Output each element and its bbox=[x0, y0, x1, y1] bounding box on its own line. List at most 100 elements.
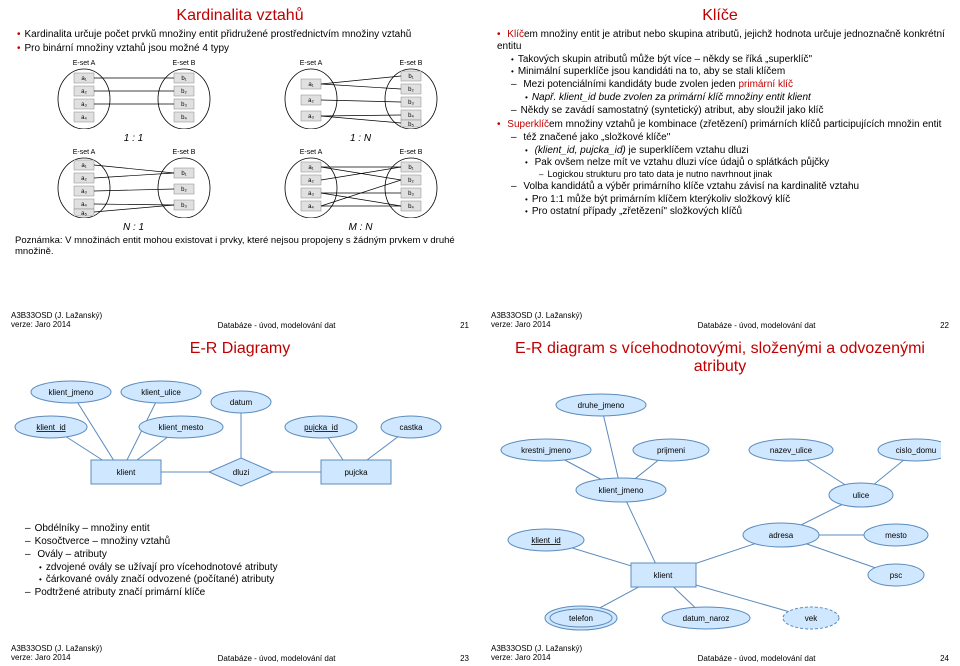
bullet: Superklíčem množiny vztahů je kombinace … bbox=[497, 119, 949, 217]
example: Pro 1:1 může být primárním klíčem kterýk… bbox=[525, 194, 949, 206]
svg-text:b₅: b₅ bbox=[408, 122, 414, 128]
sub-bullet: Někdy se zavádí samostatný (syntetický) … bbox=[511, 105, 949, 117]
slide-title: Kardinalita vztahů bbox=[11, 7, 469, 25]
svg-text:ulice: ulice bbox=[853, 491, 870, 500]
rel-1-1-diagram: E-set A E-set B a₁ bbox=[44, 57, 224, 129]
svg-text:a₂: a₂ bbox=[81, 176, 87, 182]
svg-text:b₄: b₄ bbox=[408, 204, 414, 210]
slide-24: E-R diagram s vícehodnotovými, složenými… bbox=[480, 333, 960, 666]
svg-text:klient: klient bbox=[117, 468, 136, 477]
legend-item: Kosočtverce – množiny vztahů bbox=[25, 536, 469, 548]
cardinality-diagrams: E-set A E-set B a₁ bbox=[25, 57, 469, 233]
bullet: Klíčem množiny entit je atribut nebo sku… bbox=[497, 29, 949, 117]
page-number: 23 bbox=[451, 654, 469, 663]
slide-22: Klíče Klíčem množiny entit je atribut ne… bbox=[480, 0, 960, 333]
er-diagram-extended: druhe_jmeno krestni_jmeno prijmeni nazev… bbox=[491, 380, 941, 640]
slide-title: E-R Diagramy bbox=[11, 340, 469, 358]
svg-text:b₂: b₂ bbox=[181, 187, 187, 193]
svg-text:klient_jmeno: klient_jmeno bbox=[599, 486, 644, 495]
svg-text:castka: castka bbox=[399, 423, 423, 432]
svg-text:b₄: b₄ bbox=[408, 113, 414, 119]
svg-text:b₃: b₃ bbox=[181, 102, 187, 108]
legend-item: Obdélníky – množiny entit bbox=[25, 523, 469, 535]
svg-text:klient_mesto: klient_mesto bbox=[159, 423, 204, 432]
example: Pak ovšem nelze mít ve vztahu dluzi více… bbox=[525, 157, 949, 179]
svg-text:adresa: adresa bbox=[769, 531, 794, 540]
svg-text:E-set B: E-set B bbox=[399, 60, 422, 67]
rel-1-n-diagram: E-set A E-set B a₁a₂a₃ b₁b₂b₃b₄b₅ bbox=[271, 57, 451, 129]
page-number: 21 bbox=[451, 321, 469, 330]
legend-item: Ovály – atributy zdvojené ovály se užíva… bbox=[25, 549, 469, 586]
slide-footer: A3B33OSD (J. Lažanský)verze: Jaro 2014 D… bbox=[11, 643, 469, 663]
svg-text:E-set A: E-set A bbox=[72, 149, 95, 156]
svg-text:datum_naroz: datum_naroz bbox=[683, 614, 730, 623]
svg-text:klient: klient bbox=[654, 571, 673, 580]
svg-text:b₄: b₄ bbox=[181, 115, 187, 121]
slide-23: E-R Diagramy bbox=[0, 333, 480, 666]
svg-text:E-set B: E-set B bbox=[399, 149, 422, 156]
svg-text:mesto: mesto bbox=[885, 531, 907, 540]
rel-label: 1 : 1 bbox=[25, 133, 242, 144]
svg-text:b₁: b₁ bbox=[181, 171, 186, 177]
svg-text:pujcka: pujcka bbox=[344, 468, 368, 477]
sub-bullet: Minimální superklíče jsou kandidáti na t… bbox=[511, 66, 949, 78]
example: (klient_id, pujcka_id) je superklíčem vz… bbox=[525, 145, 949, 157]
svg-text:a₁: a₁ bbox=[81, 163, 86, 169]
svg-text:a₅: a₅ bbox=[81, 211, 87, 217]
legend-item: Podtržené atributy značí primární klíče bbox=[25, 587, 469, 599]
slide-footer: A3B33OSD (J. Lažanský)verze: Jaro 2014 D… bbox=[491, 643, 949, 663]
svg-text:a₃: a₃ bbox=[81, 189, 87, 195]
svg-text:E-set A: E-set A bbox=[72, 60, 95, 67]
svg-text:datum: datum bbox=[230, 398, 253, 407]
page-number: 22 bbox=[931, 321, 949, 330]
svg-text:E-set A: E-set A bbox=[299, 149, 322, 156]
legend-sub: zdvojené ovály se užívají pro vícehodnot… bbox=[39, 562, 469, 574]
sub-bullet: Takových skupin atributů může být více –… bbox=[511, 54, 949, 66]
svg-text:a₂: a₂ bbox=[81, 89, 87, 95]
svg-text:b₂: b₂ bbox=[181, 89, 187, 95]
svg-text:E-set A: E-set A bbox=[299, 60, 322, 67]
svg-text:klient_jmeno: klient_jmeno bbox=[49, 388, 94, 397]
sub-bullet: Mezi potenciálními kandidáty bude zvolen… bbox=[511, 79, 949, 104]
rel-n-1-diagram: E-set A E-set B a₁ a₂ a₃ a₄ a₅ b₁ b₂ b₃ bbox=[44, 146, 224, 218]
svg-text:pujcka_id: pujcka_id bbox=[304, 423, 338, 432]
svg-text:psc: psc bbox=[890, 571, 902, 580]
sub-bullet: Volba kandidátů a výběr primárního klíče… bbox=[511, 181, 949, 218]
page-number: 24 bbox=[931, 654, 949, 663]
svg-text:krestni_jmeno: krestni_jmeno bbox=[521, 446, 571, 455]
svg-text:cislo_domu: cislo_domu bbox=[896, 446, 936, 455]
svg-text:klient_id: klient_id bbox=[531, 536, 560, 545]
slide-footer: A3B33OSD (J. Lažanský)verze: Jaro 2014 D… bbox=[491, 310, 949, 330]
rel-m-n-diagram: E-set A E-set B a₁a₂a₃a₄ b₁b₂b₃b₄ bbox=[271, 146, 451, 218]
note: Poznámka: V množinách entit mohou existo… bbox=[11, 235, 469, 257]
rel-label: 1 : N bbox=[252, 133, 469, 144]
slide-21: Kardinalita vztahů Kardinalita určuje po… bbox=[0, 0, 480, 333]
svg-text:vek: vek bbox=[805, 614, 818, 623]
svg-text:klient_id: klient_id bbox=[36, 423, 65, 432]
svg-text:a₃: a₃ bbox=[81, 102, 87, 108]
svg-text:b₂: b₂ bbox=[408, 178, 414, 184]
svg-text:a₄: a₄ bbox=[81, 115, 87, 121]
svg-text:b₁: b₁ bbox=[408, 74, 413, 80]
rel-label: M : N bbox=[252, 222, 469, 233]
svg-text:druhe_jmeno: druhe_jmeno bbox=[578, 401, 625, 410]
example: Např. klient_id bude zvolen za primární … bbox=[525, 92, 949, 104]
svg-text:a₃: a₃ bbox=[308, 191, 314, 197]
slide-title: E-R diagram s vícehodnotovými, složenými… bbox=[491, 340, 949, 377]
bullet: Pro binární množiny vztahů jsou možné 4 … bbox=[17, 43, 469, 55]
svg-text:a₁: a₁ bbox=[308, 82, 313, 88]
svg-text:b₃: b₃ bbox=[181, 203, 187, 209]
bullet: Kardinalita určuje počet prvků množiny e… bbox=[17, 29, 469, 41]
slide-footer: A3B33OSD (J. Lažanský)verze: Jaro 2014 D… bbox=[11, 310, 469, 330]
svg-text:a₄: a₄ bbox=[81, 202, 87, 208]
rel-label: N : 1 bbox=[25, 222, 242, 233]
svg-text:b₃: b₃ bbox=[408, 191, 414, 197]
example: Pro ostatní případy „zřetězení" složkový… bbox=[525, 206, 949, 218]
svg-text:E-set B: E-set B bbox=[172, 149, 195, 156]
svg-text:b₂: b₂ bbox=[408, 87, 414, 93]
sub-bullet: též značené jako „složkové klíče" (klien… bbox=[511, 132, 949, 179]
svg-text:dluzi: dluzi bbox=[233, 468, 250, 477]
er-diagram: klient_jmeno klient_ulice klient_id klie… bbox=[11, 362, 451, 512]
svg-text:a₂: a₂ bbox=[308, 98, 314, 104]
example: Logickou strukturu pro tato data je nutn… bbox=[539, 169, 949, 179]
